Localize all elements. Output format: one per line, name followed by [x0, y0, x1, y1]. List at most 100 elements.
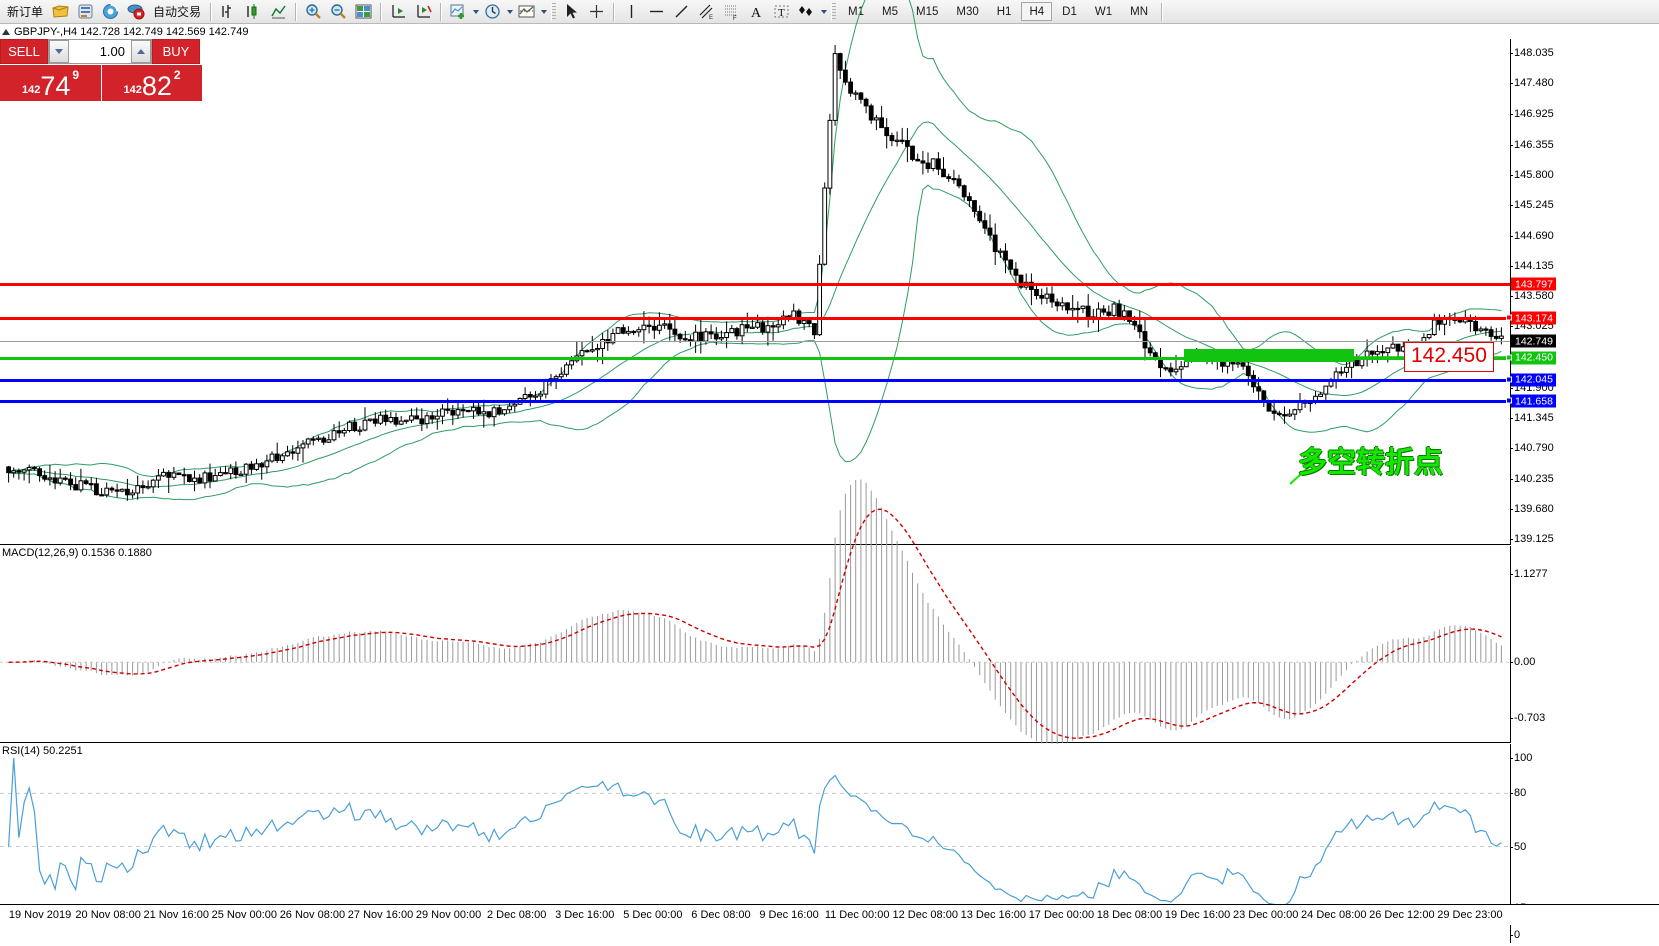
price-level-line-142-045[interactable]: [0, 378, 1510, 382]
rsi-tick: 80: [1509, 787, 1527, 800]
price-tick: 144.135: [1510, 259, 1554, 272]
vertical-line-icon[interactable]: [619, 1, 644, 23]
price-level-line-142-450[interactable]: [0, 356, 1510, 360]
line-chart-icon[interactable]: [266, 1, 291, 23]
price-level-tag-value: 142.450: [1515, 351, 1553, 364]
sell-price-display[interactable]: 142 74 9: [0, 64, 101, 101]
price-level-tag-143-174[interactable]: 143.174: [1506, 311, 1556, 325]
volume-decrement-button[interactable]: [49, 40, 69, 63]
volume-input[interactable]: 1.00: [69, 40, 131, 63]
symbol-info-bar: GBPJPY-,H4 142.728 142.749 142.569 142.7…: [0, 25, 1659, 38]
trendline-icon[interactable]: [669, 1, 694, 23]
level-drag-handle[interactable]: [1506, 397, 1512, 404]
macd-chart-canvas: [0, 479, 1510, 745]
text-label-icon[interactable]: A: [744, 1, 769, 23]
price-annotation-box[interactable]: 142.450: [1404, 341, 1494, 372]
price-tick: 140.235: [1510, 472, 1554, 485]
time-axis-label: 17 Dec 00:00: [1028, 909, 1095, 921]
timeframe-button-m30[interactable]: M30: [956, 5, 979, 18]
macd-pane[interactable]: MACD(12,26,9) 0.1536 0.1880: [0, 479, 1510, 745]
folder-icon[interactable]: [48, 1, 73, 23]
add-indicator-icon[interactable]: [446, 1, 471, 23]
level-drag-handle[interactable]: [1506, 376, 1512, 383]
timeframe-button-w1[interactable]: W1: [1094, 5, 1113, 18]
bar-chart-icon[interactable]: [216, 1, 241, 23]
shift-chart-icon[interactable]: [386, 1, 411, 23]
period-clock-icon[interactable]: [480, 1, 505, 23]
price-axis[interactable]: 148.035 147.480 146.925 146.355 145.800 145.2…: [1506, 39, 1659, 545]
sell-button[interactable]: SELL: [0, 39, 48, 64]
price-level-tag-141-658[interactable]: 141.658: [1506, 394, 1556, 408]
templates-icon[interactable]: [514, 1, 539, 23]
price-pane[interactable]: 142.450 多空转折点: [0, 0, 1510, 545]
timeframe-button-mn[interactable]: MN: [1130, 5, 1148, 18]
pivot-zone-rectangle[interactable]: [1184, 349, 1354, 362]
price-tick: 139.680: [1510, 502, 1554, 515]
toolbar-grip-1[interactable]: [551, 2, 557, 21]
timeframe-button-d1[interactable]: D1: [1062, 5, 1077, 18]
price-level-line-141-658[interactable]: [0, 400, 1510, 403]
price-level-line-143-174[interactable]: [0, 317, 1510, 321]
timeframe-button-h1[interactable]: H1: [996, 5, 1012, 18]
shapes-icon[interactable]: [794, 1, 819, 23]
time-axis-label: 19 Dec 16:00: [1164, 909, 1231, 921]
time-axis[interactable]: 19 Nov 2019 20 Nov 08:00 21 Nov 16:00 25 No…: [0, 904, 1659, 925]
autotrading-icon[interactable]: [123, 1, 148, 23]
timeframe-button-h4[interactable]: H4: [1021, 2, 1053, 21]
chart-type-icon: [2, 28, 10, 35]
rsi-tick: 50: [1509, 840, 1527, 853]
add-indicator-dropdown-arrow[interactable]: [471, 3, 480, 21]
one-click-controls-row: SELL 1.00 BUY: [0, 39, 204, 64]
toolbar-separator-4: [440, 2, 443, 21]
level-drag-handle[interactable]: [1506, 354, 1512, 361]
time-axis-label: 23 Dec 00:00: [1232, 909, 1299, 921]
fibonacci-retracement-icon[interactable]: F: [719, 1, 744, 23]
svg-text:A: A: [751, 6, 762, 21]
volume-increment-button[interactable]: [131, 40, 151, 63]
candlestick-chart-icon[interactable]: [241, 1, 266, 23]
price-level-tag-142-749[interactable]: 142.749: [1511, 334, 1556, 348]
auto-scroll-icon[interactable]: [411, 1, 436, 23]
price-level-tag-142-450[interactable]: 142.450: [1506, 351, 1556, 365]
toolbar-grip-2[interactable]: [831, 2, 837, 21]
rsi-tick: 0: [1509, 929, 1521, 941]
horizontal-line-icon[interactable]: [644, 1, 669, 23]
price-level-line-143-797[interactable]: [0, 283, 1510, 287]
price-chart-canvas: [6, 0, 1504, 501]
buy-button[interactable]: BUY: [152, 39, 200, 64]
tile-windows-icon[interactable]: [351, 1, 376, 23]
buy-price-display[interactable]: 142 82 2: [101, 64, 202, 101]
macd-axis[interactable]: 1.1277 0.00 -0.703: [1509, 546, 1659, 743]
price-level-tag-143-797[interactable]: 143.797: [1511, 277, 1556, 291]
level-drag-handle[interactable]: [1506, 314, 1512, 321]
one-click-trading-panel: SELL 1.00 BUY 142 74 9 142 82 2: [0, 39, 204, 101]
turning-point-annotation[interactable]: 多空转折点: [1298, 447, 1444, 479]
period-dropdown-arrow[interactable]: [505, 3, 514, 21]
equidistant-channel-icon[interactable]: E: [694, 1, 719, 23]
svg-text:F: F: [733, 16, 737, 21]
time-axis-label: 24 Dec 08:00: [1301, 909, 1367, 921]
text-box-icon[interactable]: T: [769, 1, 794, 23]
timeframe-button-m15[interactable]: M15: [916, 5, 939, 18]
price-tick: 145.800: [1510, 168, 1554, 181]
metaquotes-id-icon[interactable]: [98, 1, 123, 23]
shapes-dropdown-arrow[interactable]: [819, 3, 828, 21]
price-tick: 144.690: [1510, 229, 1554, 242]
timeframe-button-m5[interactable]: M5: [882, 5, 898, 18]
crosshair-icon[interactable]: [584, 1, 609, 23]
cursor-icon[interactable]: [559, 1, 584, 23]
toolbar-separator-5: [613, 2, 616, 21]
new-order-button[interactable]: 新订单: [2, 1, 48, 23]
price-level-tag-142-045[interactable]: 142.045: [1506, 373, 1556, 387]
zoom-in-icon[interactable]: [301, 1, 326, 23]
templates-dropdown-arrow[interactable]: [539, 3, 548, 21]
timeframe-button-m1[interactable]: M1: [848, 5, 865, 18]
new-order-label: 新订单: [7, 5, 44, 19]
zoom-out-icon[interactable]: [326, 1, 351, 23]
autotrading-button[interactable]: 自动交易: [148, 1, 206, 23]
toolbar-separator-1: [210, 2, 213, 21]
volume-stepper[interactable]: 1.00: [48, 39, 152, 64]
terminal-icon[interactable]: [73, 1, 98, 23]
symbol-ohlc-text: GBPJPY-,H4 142.728 142.749 142.569 142.7…: [14, 25, 249, 38]
